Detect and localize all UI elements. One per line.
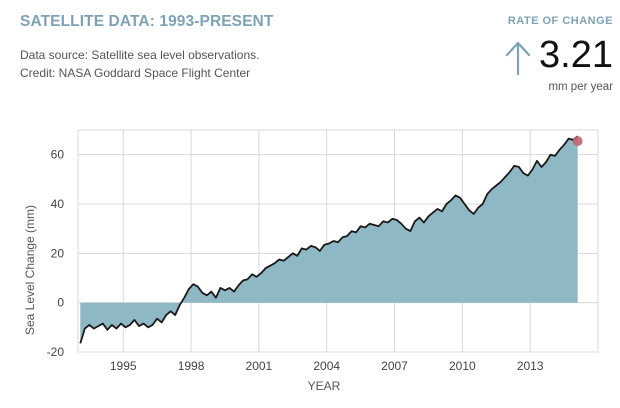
y-tick-label: 60 <box>51 148 65 162</box>
area-fill <box>80 136 578 344</box>
y-tick-label: 20 <box>51 246 65 260</box>
rate-value: 3.21 <box>539 34 613 76</box>
chart-title: SATELLITE DATA: 1993-PRESENT <box>20 13 274 30</box>
x-tick-label: 2004 <box>313 359 340 373</box>
axis-layer: -20 0 20 40 60 1995 1998 2001 2004 2007 2010 2013 <box>47 148 544 373</box>
x-tick-label: 1995 <box>110 359 137 373</box>
x-axis-title: YEAR <box>308 379 341 393</box>
rate-unit: mm per year <box>548 81 613 93</box>
area-layer <box>79 135 583 344</box>
y-tick-label: 40 <box>51 197 65 211</box>
x-tick-label: 2001 <box>246 359 273 373</box>
chart-credits: Data source: Satellite sea level observa… <box>20 46 259 82</box>
y-tick-label: 0 <box>57 296 64 310</box>
rate-of-change-label: RATE OF CHANGE <box>507 15 613 27</box>
x-tick-label: 2010 <box>449 359 476 373</box>
credit-text: Credit: NASA Goddard Space Flight Center <box>20 66 251 80</box>
y-axis-title: Sea Level Change (mm) <box>23 205 37 335</box>
x-tick-label: 2013 <box>517 359 544 373</box>
arrow-up-icon <box>505 41 531 76</box>
x-tick-label: 1998 <box>178 359 205 373</box>
latest-value-marker <box>572 136 583 147</box>
x-tick-label: 2007 <box>381 359 408 373</box>
y-tick-label: -20 <box>47 345 65 359</box>
data-source-text: Data source: Satellite sea level observa… <box>20 48 260 62</box>
series-line <box>79 135 579 344</box>
